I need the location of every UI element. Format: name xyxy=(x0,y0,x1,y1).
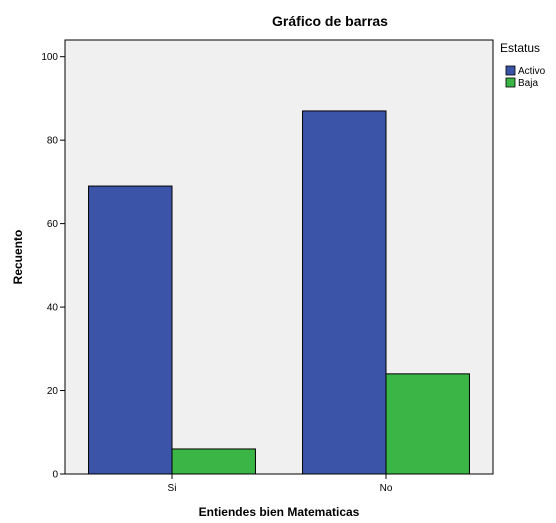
y-tick-label: 100 xyxy=(41,52,58,63)
x-tick-label: No xyxy=(380,483,393,494)
legend-title: Estatus xyxy=(500,41,540,55)
x-axis: Si No xyxy=(168,474,393,494)
legend-swatch-baja xyxy=(505,77,516,88)
bar-activo-no xyxy=(302,110,387,475)
bar-baja-no xyxy=(385,373,470,475)
legend-label-baja: Baja xyxy=(518,78,538,89)
x-tick-label: Si xyxy=(168,483,177,494)
y-tick-label: 20 xyxy=(47,386,59,397)
y-tick-label: 0 xyxy=(52,470,58,481)
bars-group xyxy=(88,110,470,475)
bar-baja-si xyxy=(171,448,256,475)
y-axis: 0 20 40 60 80 100 xyxy=(41,52,65,481)
chart-title: Gráfico de barras xyxy=(272,13,388,29)
legend-swatch-activo xyxy=(505,65,516,76)
bar-activo-si xyxy=(88,185,173,475)
legend-label-activo: Activo xyxy=(518,66,546,77)
x-axis-label: Entiendes bien Matematicas xyxy=(199,505,360,519)
y-axis-label: Recuento xyxy=(11,230,25,285)
y-tick-label: 80 xyxy=(47,136,59,147)
y-tick-label: 40 xyxy=(47,303,59,314)
y-tick-label: 60 xyxy=(47,219,59,230)
